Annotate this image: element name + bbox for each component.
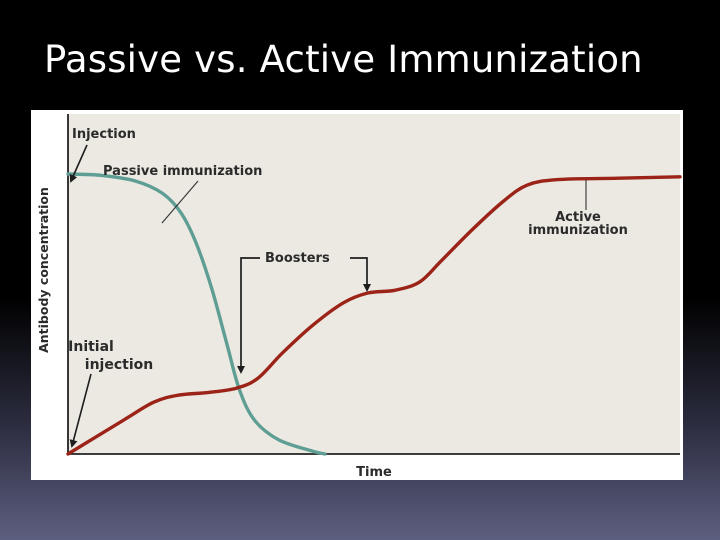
injection-arrow: [69, 144, 88, 183]
annotation-initial-line1: Initial: [68, 339, 114, 355]
annotation-active-line1: Active: [555, 210, 601, 225]
passive-leader-line: [161, 180, 199, 224]
annotation-injection: Injection: [72, 127, 136, 142]
annotation-active-line2: immunization: [528, 223, 628, 238]
annotation-passive-immunization: Passive immunization: [103, 164, 262, 179]
annotation-boosters: Boosters: [265, 251, 330, 266]
y-axis-label: Antibody concentration: [36, 187, 51, 353]
active-immunization-line: [66, 175, 682, 456]
initial-injection-arrow: [69, 373, 92, 448]
annotation-initial-line2: injection: [85, 357, 153, 373]
boosters-arrow-left: [237, 257, 260, 374]
antibody-chart: Antibody concentration Time Injection Pa…: [36, 114, 682, 480]
chart-panel: Antibody concentration Time Injection Pa…: [31, 110, 683, 480]
boosters-arrow-right: [350, 257, 371, 292]
passive-immunization-line: [66, 172, 327, 456]
x-axis-label: Time: [356, 465, 392, 480]
slide-title: Passive vs. Active Immunization: [44, 38, 643, 81]
